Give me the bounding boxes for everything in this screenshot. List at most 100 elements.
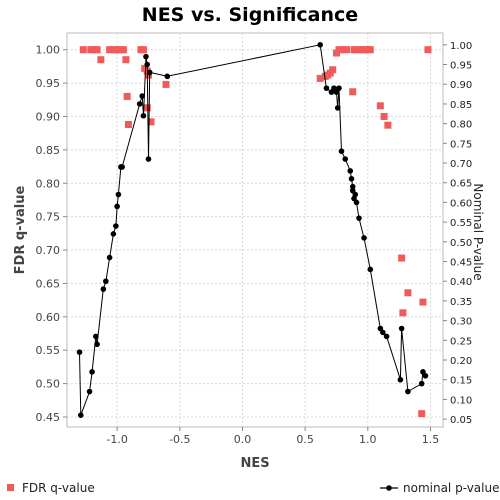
fdr-q-value-point — [398, 254, 406, 262]
nominal-p-value-point — [422, 372, 429, 379]
y-axis-ticks: 0.45 0.50 0.55 0.60 0.65 0.70 0.75 0.80 0.85 0.90… — [36, 44, 67, 424]
y2-tick-label: 0.65 — [450, 179, 472, 190]
nominal-p-value-point — [144, 61, 151, 68]
fdr-q-value-point — [147, 118, 155, 126]
x-tick-label: 0.0 — [234, 433, 252, 446]
fdr-q-value-point — [93, 46, 101, 54]
nominal-p-value-point — [93, 333, 99, 340]
y2-tick-label: 0.80 — [450, 120, 472, 131]
nominal-p-value-point — [143, 53, 149, 60]
nominal-p-value-point — [405, 388, 411, 395]
y2-tick-label: 0.25 — [450, 336, 472, 347]
y2-tick-label: 0.40 — [450, 277, 472, 288]
nominal-p-value-point — [334, 105, 341, 111]
legend-fdr-label: FDR q-value — [22, 481, 95, 495]
nominal-p-value-point — [347, 168, 354, 174]
fdr-q-value-point — [419, 298, 427, 306]
nominal-p-value-point — [89, 369, 95, 375]
fdr-q-value-point — [424, 46, 432, 54]
fdr-q-value-point — [366, 46, 374, 54]
nominal-p-value-point — [342, 156, 349, 162]
fdr-q-value-point — [316, 74, 324, 82]
y-tick-label: 0.45 — [36, 411, 61, 424]
y-tick-label: 1.00 — [36, 44, 61, 57]
legend-nominal-marker — [386, 485, 392, 491]
fdr-q-value-point — [143, 104, 151, 112]
nominal-p-value-point — [323, 85, 330, 91]
y-tick-label: 0.60 — [36, 311, 61, 324]
x-tick-label: -0.5 — [169, 433, 190, 446]
x-tick-label: 1.5 — [422, 433, 440, 446]
legend-fdr-marker — [7, 484, 14, 491]
y2-tick-label: 0.35 — [450, 297, 472, 308]
y2-tick-label: 0.30 — [450, 317, 472, 328]
y-tick-label: 0.65 — [36, 277, 61, 290]
fdr-q-value-point — [109, 46, 117, 54]
nominal-p-value-point — [146, 69, 153, 76]
nominal-p-value-point — [114, 203, 120, 210]
fdr-q-value-point — [119, 46, 127, 54]
nominal-p-value-point — [398, 325, 405, 332]
nominal-p-value-point — [418, 380, 425, 387]
y2-tick-label: 0.55 — [450, 218, 472, 229]
fdr-q-value-point — [106, 46, 114, 54]
nominal-p-value-point — [336, 85, 342, 91]
y2-tick-label: 0.85 — [450, 100, 472, 111]
y-tick-label: 0.70 — [36, 244, 61, 257]
y2-tick-label: 0.05 — [450, 415, 472, 426]
x-tick-label: 0.5 — [296, 433, 314, 446]
fdr-q-value-point — [339, 46, 347, 54]
nominal-p-value-point — [145, 156, 152, 162]
y2-axis-ticks: 0.05 0.10 0.15 0.20 0.25 0.30 0.35 0.40 0.45 0.50… — [443, 41, 472, 426]
nominal-p-value-point — [106, 254, 113, 261]
fdr-q-value-point — [162, 80, 170, 88]
legend-nominal-label: nominal p-value — [403, 481, 499, 495]
chart-title: NES vs. Significance — [142, 4, 358, 26]
fdr-q-value-point — [354, 46, 362, 54]
fdr-q-value-point — [144, 71, 152, 79]
x-axis-title: NES — [240, 456, 269, 471]
y-axis-title: FDR q-value — [13, 185, 28, 274]
nominal-p-value-point — [139, 93, 145, 99]
y-tick-label: 0.85 — [36, 144, 61, 157]
fdr-q-value-point — [350, 46, 358, 54]
fdr-q-value-point — [418, 410, 426, 418]
y2-tick-label: 1.00 — [450, 41, 472, 52]
y2-tick-label: 0.20 — [450, 356, 472, 367]
y-tick-label: 0.50 — [36, 378, 61, 391]
fdr-q-value-point — [123, 92, 131, 100]
fdr-q-value-point — [97, 56, 105, 64]
nominal-p-value-point — [110, 231, 117, 237]
nominal-p-value-point — [349, 183, 356, 190]
fdr-q-value-point — [329, 66, 337, 74]
nominal-p-value-point — [77, 412, 84, 418]
fdr-q-value-point — [79, 46, 87, 54]
nominal-p-value-point — [383, 333, 390, 340]
nominal-p-value-point — [113, 223, 119, 229]
legend: FDR q-value nominal p-value — [7, 481, 499, 495]
fdr-q-value-point — [124, 120, 132, 128]
y-tick-label: 0.75 — [36, 211, 61, 224]
nominal-p-value-point — [361, 235, 367, 241]
y2-tick-label: 0.95 — [450, 61, 472, 72]
y2-tick-label: 0.75 — [450, 139, 472, 150]
fdr-q-value-point — [404, 289, 412, 297]
nominal-p-value-point — [353, 199, 360, 206]
y-tick-label: 0.90 — [36, 110, 61, 123]
nominal-p-value-point — [136, 101, 143, 107]
nominal-p-value-point — [76, 349, 83, 355]
y2-tick-label: 0.60 — [450, 198, 472, 209]
fdr-q-value-point — [113, 46, 121, 54]
fdr-q-value-point — [384, 121, 392, 129]
y2-tick-label: 0.50 — [450, 238, 472, 249]
series-fdr-q-value — [79, 46, 432, 418]
plot-area — [66, 32, 444, 428]
nominal-p-value-point — [352, 191, 359, 198]
x-tick-label: -1.0 — [106, 433, 127, 446]
nominal-p-value-point — [100, 286, 107, 292]
y2-axis-title: Nominal P-value — [471, 183, 485, 280]
fdr-q-value-point — [360, 46, 368, 54]
x-tick-label: 1.0 — [359, 433, 377, 446]
nominal-p-value-point — [119, 164, 125, 170]
